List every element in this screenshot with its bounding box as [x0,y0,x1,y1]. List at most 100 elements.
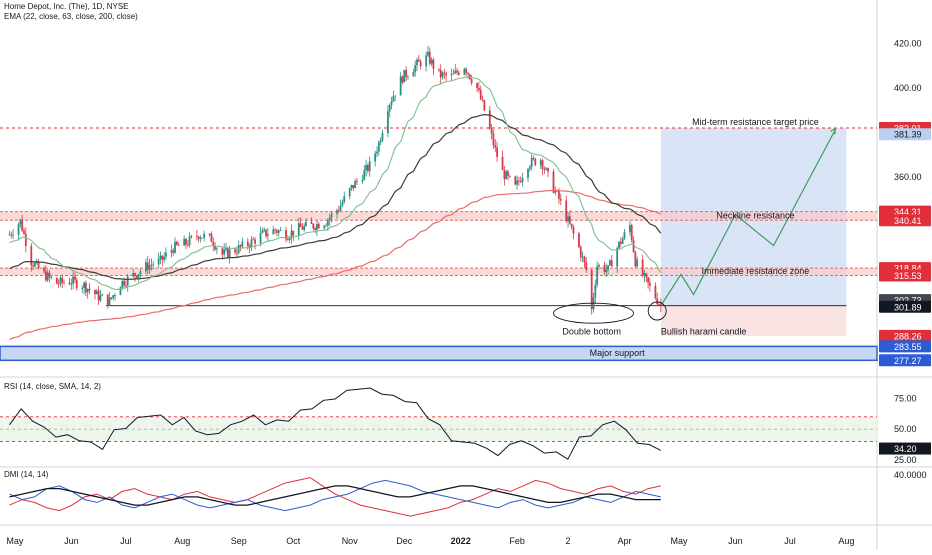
candle-body [274,229,277,231]
candle-body [583,256,586,263]
candle-body [163,256,166,260]
time-tick-label: Jul [784,536,796,546]
time-tick-label: Aug [174,536,190,546]
candle-body [539,160,542,166]
candle-body [634,251,637,267]
candle-body [543,169,546,170]
candle-body [137,274,140,278]
candle-body [477,87,480,90]
candle-body [81,288,84,289]
candle-body [343,196,346,203]
candle-body [554,190,557,193]
time-tick-label: Oct [286,536,301,546]
time-tick-label: Jun [728,536,743,546]
candle-body [252,239,255,241]
candle-body [139,271,142,275]
candle-body [190,235,193,237]
candle-body [401,76,404,83]
candle-body [134,273,136,276]
candle-body [95,290,98,295]
candle-body [623,232,626,239]
candle-body [135,275,138,278]
candle-body [30,246,33,266]
candle-body [636,259,639,267]
immediate-resistance-band [0,268,877,276]
candle-body [23,230,25,234]
candle-body [607,265,609,270]
candle-body [399,76,402,96]
candle-body [123,280,125,286]
time-tick-label: May [6,536,24,546]
candle-body [12,234,14,236]
candle-body [585,262,588,270]
candle-body [159,255,162,259]
candle-body [518,180,520,182]
price-label-text: 288.26 [894,331,922,341]
price-label-text: 318.84 [894,264,922,274]
candle-body [496,147,498,157]
candle-body [174,241,176,253]
candle-body [465,68,468,73]
candle-body [301,227,304,230]
price-label-text: 277.27 [894,356,922,366]
candle-body [286,239,289,241]
candle-body [186,244,189,246]
candle-body [223,249,226,255]
candle-body [414,65,417,73]
candle-body [290,230,293,239]
candle-body [234,249,236,253]
candle-body [390,101,393,106]
candle-body [63,282,65,284]
candle-body [199,237,202,240]
time-tick-label: May [671,536,689,546]
price-label-text: 301.89 [894,302,922,312]
candle-body [350,185,353,189]
candle-body [214,245,216,250]
candle-body [621,238,624,244]
candle-body [530,157,533,168]
candle-body [75,279,78,289]
price-label-text: 344.31 [894,207,922,217]
candle-body [165,252,167,257]
candle-body [72,276,75,284]
candle-body [8,234,11,236]
candle-body [483,100,486,111]
ema-legend: EMA (22, close, 63, close, 200, close) [4,12,138,21]
harami-circle [647,301,667,321]
price-label-badge [879,214,931,227]
candle-body [24,233,27,247]
candle-body [94,290,96,295]
candle-body [112,295,115,299]
candle-body [441,72,444,78]
candle-body [248,246,251,248]
rsi-tick-label: 25.00 [894,455,917,465]
candle-body [643,273,646,276]
chart-title: Home Depot, Inc. (The), 1D, NYSE [4,2,129,11]
candle-body [48,272,51,278]
candle-body [381,133,384,141]
time-tick-label: 2022 [451,536,471,546]
ema-200-line [9,190,662,341]
time-tick-label: Jul [120,536,132,546]
candle-body [32,265,35,267]
annotation-label: Major support [590,348,646,358]
candle-body [170,250,173,253]
candle-body [146,262,149,270]
candle-body [183,238,186,246]
price-label-text: 340.41 [894,216,922,226]
candle-body [443,72,446,74]
candle-body [492,133,495,146]
candle-body [656,298,659,305]
price-label-badge [879,269,931,282]
candle-body [317,223,320,229]
candle-body [629,225,631,233]
candle-body [647,277,650,283]
candle-body [379,140,382,143]
dmi-tick-label: 40.0000 [894,470,927,480]
candle-body [125,285,127,287]
rsi-title: RSI (14, close, SMA, 14, 2) [4,382,101,391]
candle-body [457,72,460,75]
candle-body [312,223,315,229]
